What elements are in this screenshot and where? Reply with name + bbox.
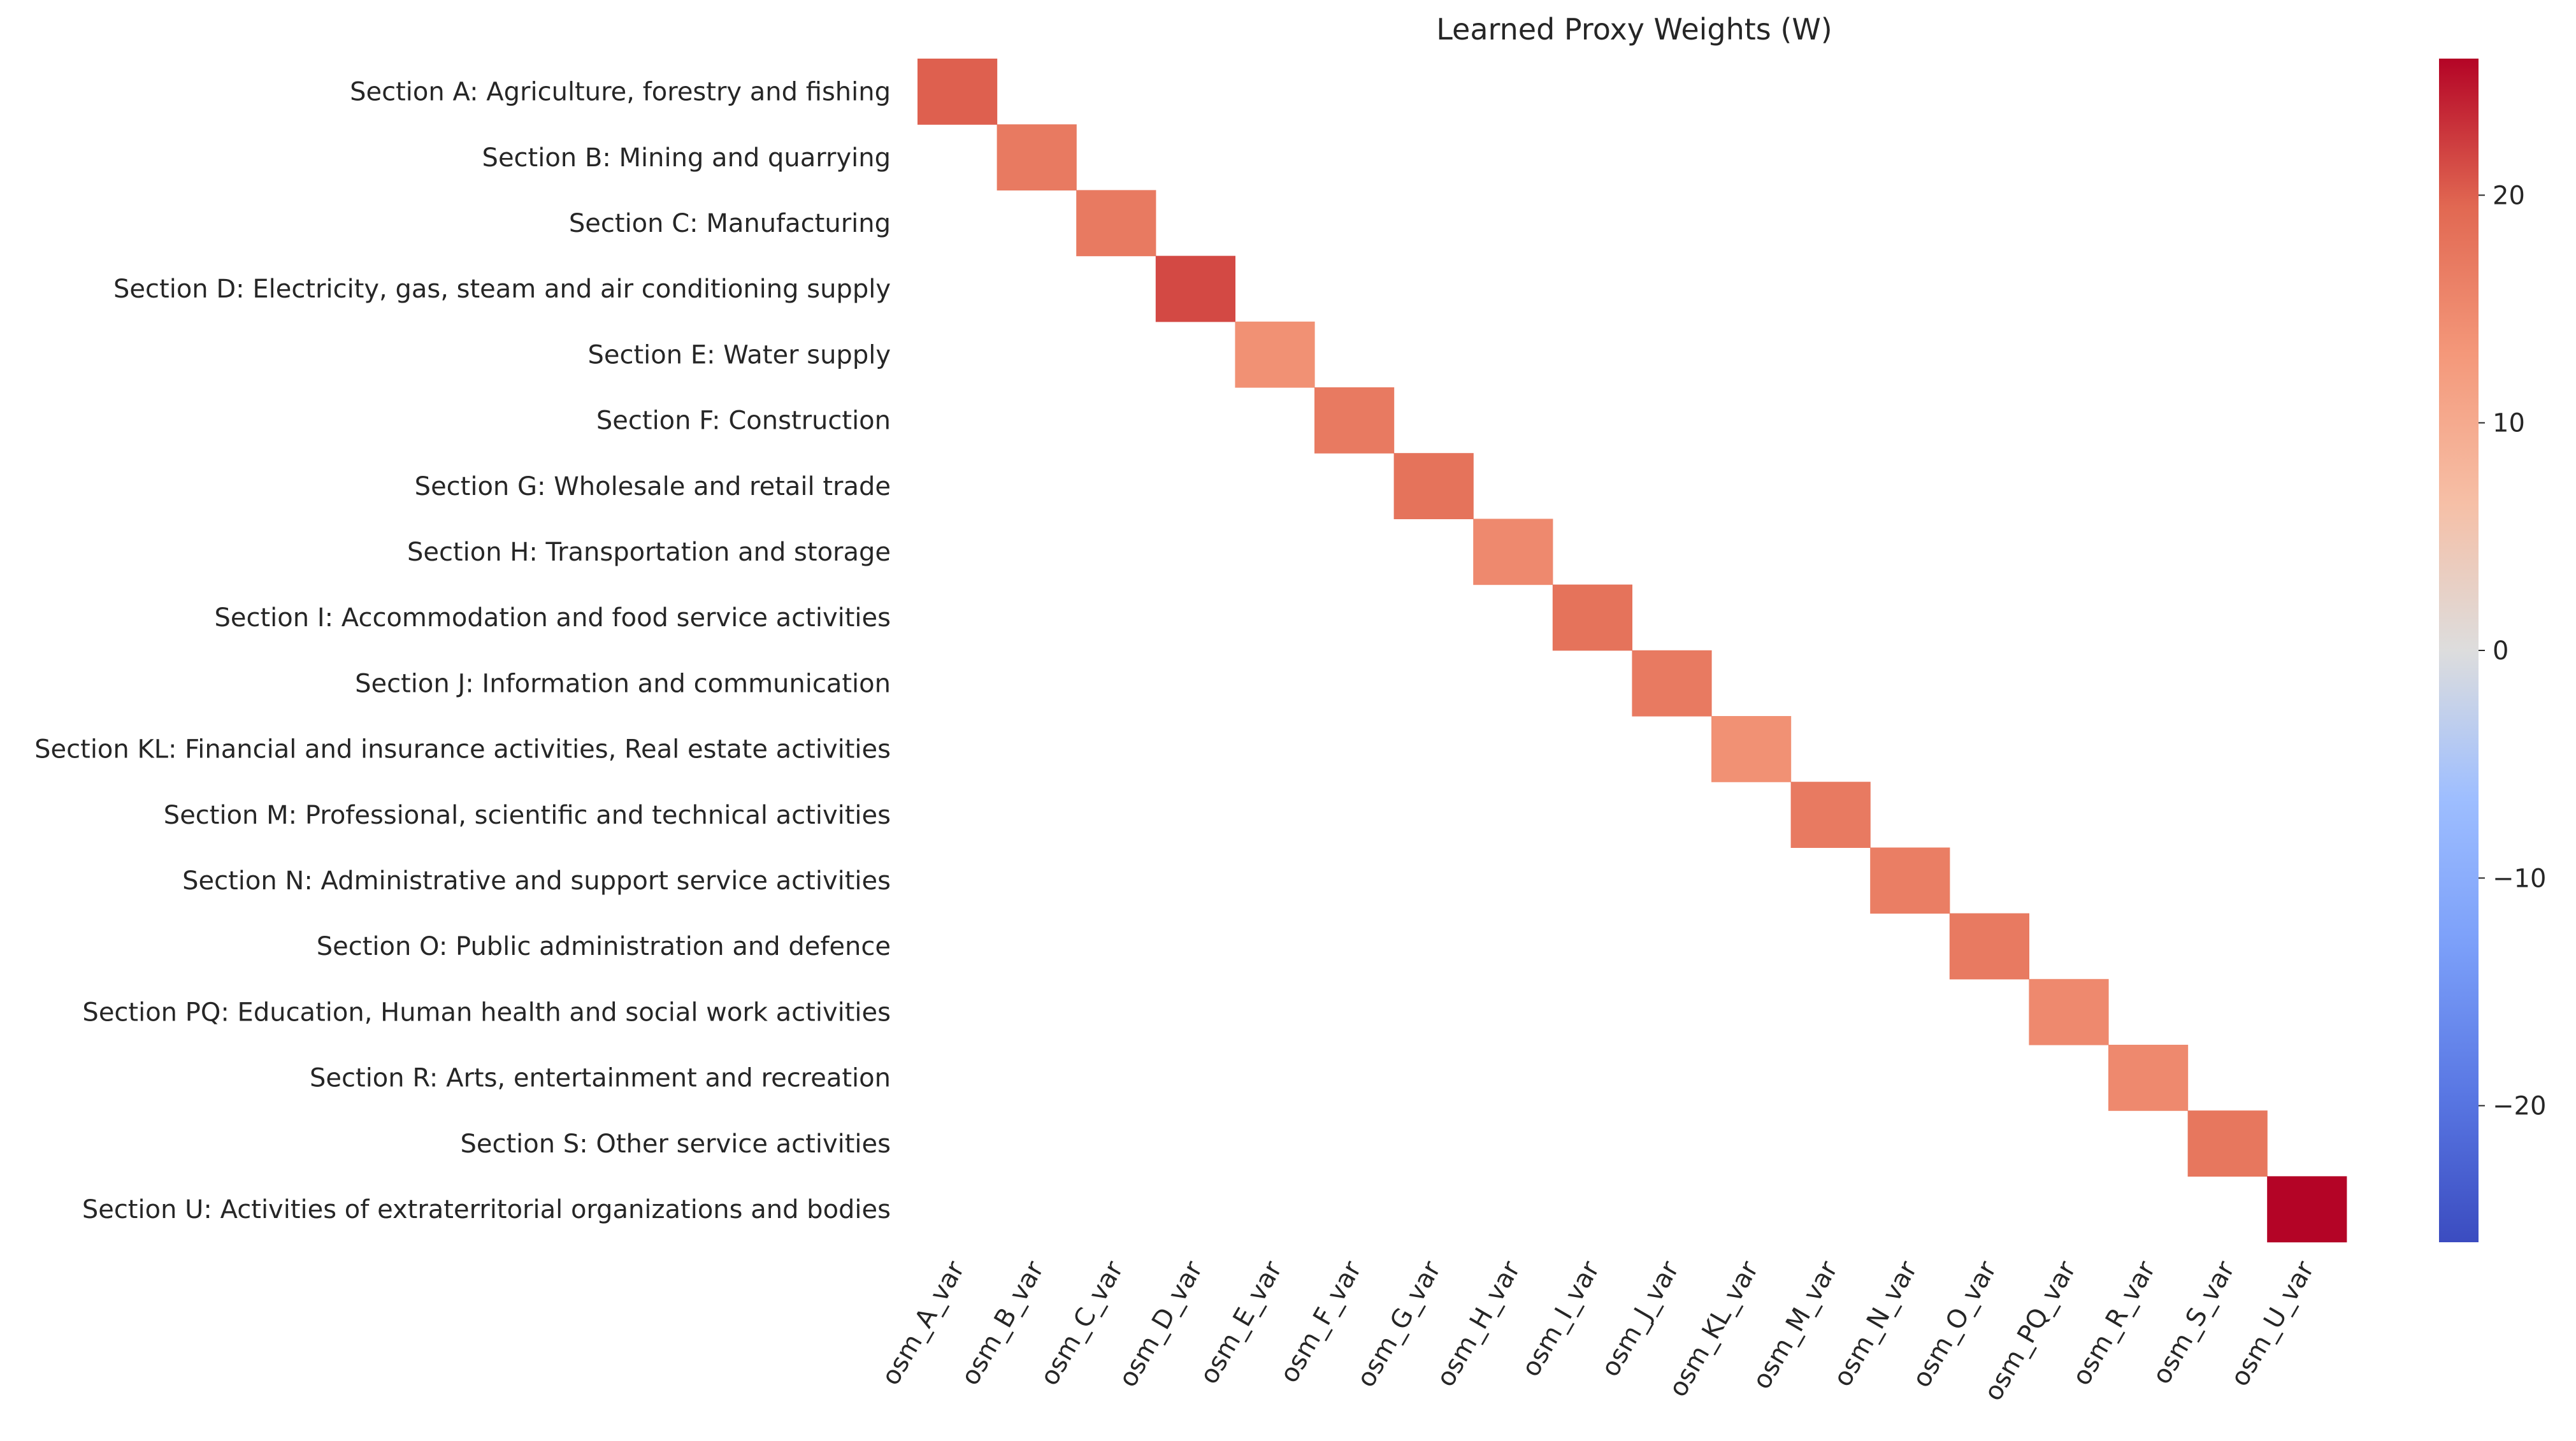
heatmap-cell: [1155, 255, 1235, 322]
row-label: Section F: Construction: [596, 406, 891, 436]
colorbar-ticks: 20 10 0 −10 −20: [2479, 181, 2546, 1121]
heatmap-cell: [1076, 190, 1156, 257]
heatmap-cell: [2108, 1045, 2189, 1111]
row-label: Section KL: Financial and insurance acti…: [34, 735, 891, 764]
heatmap-cell: [1711, 716, 1792, 782]
row-label: Section N: Administrative and support se…: [182, 866, 891, 896]
heatmap-cell: [1790, 782, 1871, 848]
row-label: Section M: Professional, scientific and …: [164, 801, 891, 830]
heatmap-cell: [917, 59, 998, 125]
colorbar-tick-label: −20: [2493, 1092, 2546, 1121]
colorbar: [2439, 59, 2479, 1242]
heatmap-cells: [917, 59, 2347, 1243]
row-label: Section H: Transportation and storage: [407, 538, 891, 567]
row-label: Section B: Mining and quarrying: [482, 143, 891, 173]
column-label: osm_U_var: [2225, 1256, 2320, 1391]
colorbar-tick-label: 10: [2493, 409, 2525, 438]
column-labels: osm_A_varosm_B_varosm_C_varosm_D_varosm_…: [876, 1256, 2320, 1406]
column-label: osm_H_var: [1431, 1256, 1527, 1392]
column-label: osm_D_var: [1113, 1256, 1209, 1393]
heatmap-cell: [1235, 321, 1315, 388]
column-label: osm_I_var: [1516, 1256, 1606, 1382]
row-label: Section R: Arts, entertainment and recre…: [310, 1064, 891, 1093]
heatmap-cell: [1870, 847, 1950, 914]
row-label: Section I: Accommodation and food servic…: [214, 603, 891, 633]
heatmap-cell: [2029, 979, 2109, 1045]
colorbar-tick-label: 20: [2493, 181, 2525, 210]
heatmap-cell: [1632, 650, 1712, 717]
column-label: osm_N_var: [1828, 1256, 1924, 1392]
row-label: Section C: Manufacturing: [569, 209, 891, 238]
colorbar-tick-label: 0: [2493, 636, 2508, 666]
column-label: osm_C_var: [1035, 1256, 1130, 1391]
colorbar-tick-label: −10: [2493, 864, 2546, 893]
row-label: Section E: Water supply: [587, 340, 891, 369]
column-label: osm_E_var: [1194, 1256, 1288, 1389]
heatmap-cell: [1949, 913, 2029, 980]
row-label: Section PQ: Education, Human health and …: [82, 998, 891, 1027]
heatmap-cell: [1552, 584, 1632, 651]
column-label: osm_S_var: [2147, 1256, 2241, 1389]
row-label: Section S: Other service activities: [460, 1129, 891, 1159]
heatmap-cell: [1393, 453, 1474, 519]
row-label: Section D: Electricity, gas, steam and a…: [113, 275, 891, 304]
column-label: osm_O_var: [1907, 1256, 2003, 1393]
heatmap-cell: [2187, 1110, 2268, 1177]
row-label: Section A: Agriculture, forestry and fis…: [350, 78, 891, 107]
row-label: Section G: Wholesale and retail trade: [415, 472, 891, 501]
row-label: Section J: Information and communication: [355, 669, 891, 698]
row-label: Section U: Activities of extraterritoria…: [82, 1195, 891, 1224]
column-label: osm_A_var: [876, 1256, 970, 1391]
column-label: osm_G_var: [1351, 1256, 1447, 1393]
column-label: osm_J_var: [1595, 1256, 1685, 1382]
row-labels: Section A: Agriculture, forestry and fis…: [34, 78, 891, 1224]
row-label: Section O: Public administration and def…: [317, 932, 891, 961]
heatmap-cell: [1314, 387, 1395, 454]
heatmap-cell: [2267, 1176, 2347, 1243]
column-label: osm_B_var: [956, 1256, 1050, 1391]
heatmap-cell: [1473, 519, 1553, 585]
heatmap-cell: [997, 124, 1077, 190]
column-label: osm_R_var: [2067, 1256, 2161, 1391]
chart-title: Learned Proxy Weights (W): [1436, 12, 1832, 47]
column-label: osm_F_var: [1274, 1256, 1367, 1388]
